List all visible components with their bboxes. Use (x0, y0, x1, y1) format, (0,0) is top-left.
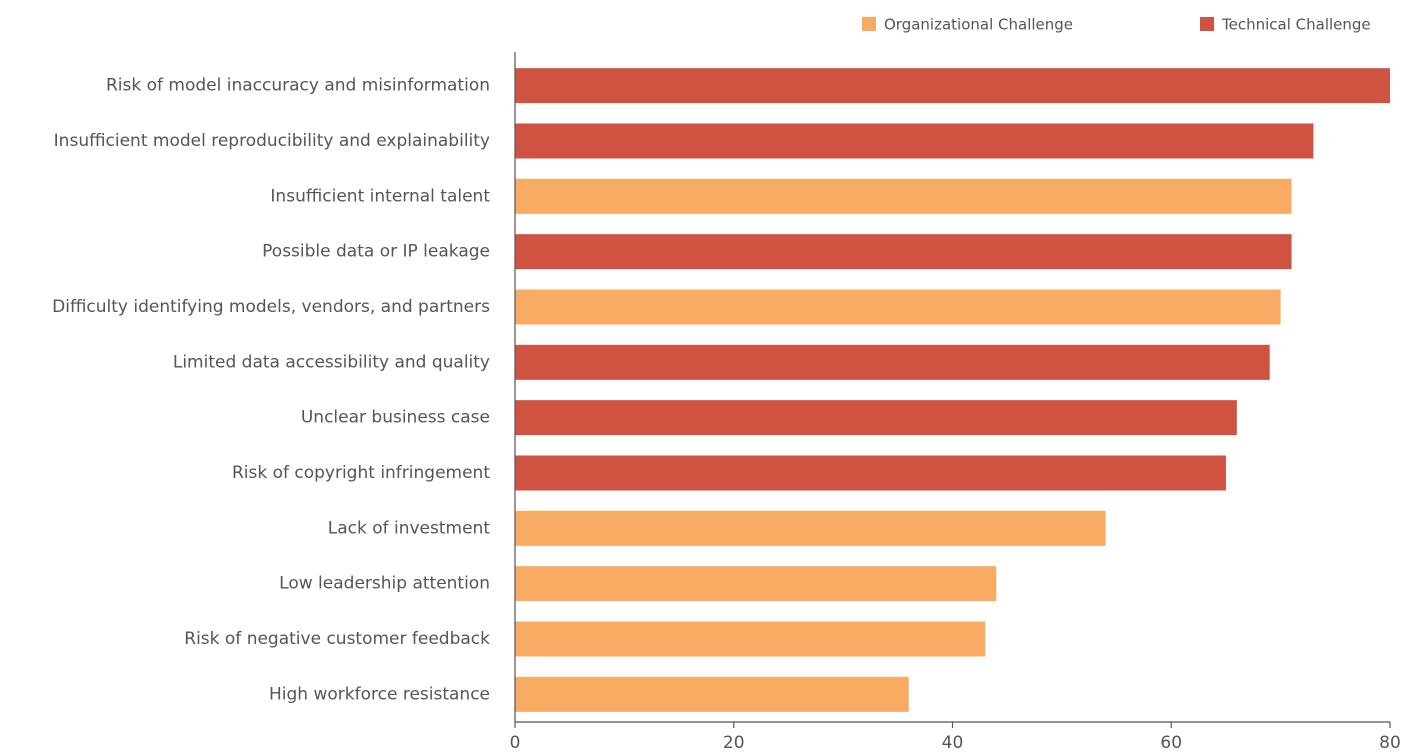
bar (515, 676, 909, 712)
y-tick-label: Possible data or IP leakage (262, 242, 490, 262)
bar (515, 621, 986, 657)
x-tick-label: 20 (723, 733, 745, 753)
y-tick-label: High workforce resistance (269, 684, 490, 704)
y-tick-label: Limited data accessibility and quality (173, 352, 490, 372)
y-tick-label: Insufficient model reproducibility and e… (54, 131, 490, 151)
y-tick-label: Low leadership attention (279, 574, 490, 594)
y-tick-label: Risk of negative customer feedback (184, 629, 490, 649)
y-tick-label: Unclear business case (301, 408, 490, 428)
y-tick-label: Risk of copyright infringement (232, 463, 490, 483)
legend-label: Technical Challenge (1221, 16, 1371, 34)
bar (515, 123, 1314, 159)
x-tick-label: 60 (1160, 733, 1182, 753)
bar (515, 68, 1390, 104)
legend-label: Organizational Challenge (884, 16, 1073, 34)
bar (515, 455, 1226, 491)
y-tick-label: Lack of investment (328, 518, 491, 538)
y-tick-label: Insufficient internal talent (270, 186, 490, 206)
legend-swatch (862, 17, 876, 31)
y-tick-label: Risk of model inaccuracy and misinformat… (106, 76, 490, 96)
bar (515, 289, 1281, 325)
x-tick-label: 80 (1379, 733, 1401, 753)
bar (515, 566, 997, 602)
legend-swatch (1200, 17, 1214, 31)
x-tick-label: 0 (510, 733, 521, 753)
bar (515, 178, 1292, 214)
bar (515, 234, 1292, 270)
bar (515, 400, 1237, 436)
bar (515, 510, 1106, 546)
y-tick-label: Difficulty identifying models, vendors, … (52, 297, 490, 317)
x-tick-label: 40 (942, 733, 964, 753)
bar (515, 344, 1270, 380)
